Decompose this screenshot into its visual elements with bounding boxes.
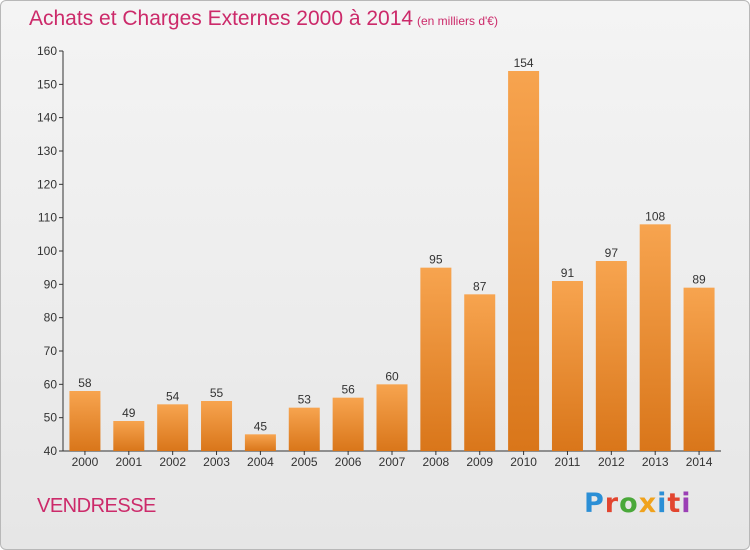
x-tick-label: 2007 — [379, 455, 406, 469]
y-tick-label: 100 — [37, 244, 57, 258]
data-labels: 58 49 54 55 45 53 56 60 95 87 154 91 97 108 89 — [78, 56, 706, 433]
commune-name: VENDRESSE — [37, 495, 156, 517]
x-tick-label: 2008 — [423, 455, 450, 469]
x-tick-label: 2000 — [72, 455, 99, 469]
bar — [420, 267, 452, 451]
x-tick-label: 2005 — [291, 455, 318, 469]
bar — [551, 281, 583, 451]
x-tick-label: 2014 — [686, 455, 713, 469]
bar-value-label: 56 — [341, 383, 355, 397]
bar-value-label: 108 — [645, 209, 665, 223]
y-tick-label: 70 — [44, 344, 58, 358]
x-tick-label: 2006 — [335, 455, 362, 469]
bar-value-label: 154 — [514, 56, 534, 70]
y-tick-label: 110 — [38, 211, 57, 225]
bar-value-label: 97 — [605, 246, 619, 260]
proxiti-logo[interactable]: Proxiti — [584, 488, 692, 524]
bar-value-label: 87 — [473, 279, 487, 293]
x-tick-label: 2003 — [203, 455, 230, 469]
bar-value-label: 91 — [561, 266, 575, 280]
logo-letter: i — [681, 488, 692, 519]
bar-value-label: 55 — [210, 386, 224, 400]
x-tick-label: 2002 — [159, 455, 186, 469]
bar — [244, 434, 276, 451]
logo-letter: i — [657, 488, 668, 519]
chart-subtitle: (en milliers d'€) — [417, 14, 498, 28]
y-tick-label: 130 — [37, 144, 57, 158]
x-tick-label: 2012 — [598, 455, 625, 469]
x-tick-label: 2009 — [466, 455, 493, 469]
bar — [683, 287, 715, 451]
bar — [376, 384, 408, 451]
chart-title: Achats et Charges Externes 2000 à 2014 — [29, 7, 414, 30]
bar — [508, 71, 540, 451]
y-tick-label: 40 — [44, 444, 58, 458]
x-tick-label: 2001 — [115, 455, 142, 469]
y-tick-label: 160 — [37, 44, 57, 58]
logo-letter: P — [584, 488, 605, 519]
logo-letter: t — [667, 488, 682, 519]
bar-value-label: 53 — [298, 393, 312, 407]
bar — [595, 261, 627, 451]
y-tick-label: 90 — [44, 277, 58, 291]
x-tick-label: 2011 — [555, 455, 581, 469]
bar — [464, 294, 496, 451]
bar — [113, 421, 145, 451]
bar-value-label: 58 — [78, 376, 92, 390]
y-tick-label: 140 — [37, 111, 57, 125]
logo-letter: o — [619, 488, 639, 519]
bar — [639, 224, 671, 451]
y-tick-label: 150 — [37, 77, 57, 91]
bar — [69, 391, 101, 451]
bar-value-label: 49 — [122, 406, 136, 420]
y-tick-label: 60 — [44, 377, 58, 391]
bars — [69, 71, 715, 451]
y-tick-label: 80 — [44, 311, 58, 325]
x-tick-label: 2004 — [247, 455, 274, 469]
y-tick-label: 120 — [37, 177, 57, 191]
logo-letter: r — [604, 488, 620, 519]
bar-value-label: 95 — [429, 253, 443, 267]
bar — [201, 401, 233, 451]
bar — [157, 404, 189, 451]
x-tick-label: 2010 — [510, 455, 537, 469]
y-tick-label: 50 — [44, 411, 58, 425]
bar — [288, 407, 320, 451]
bar — [332, 397, 364, 451]
bar-value-label: 89 — [692, 273, 706, 287]
bar-value-label: 54 — [166, 389, 180, 403]
x-tick-label: 2013 — [642, 455, 669, 469]
bar-value-label: 60 — [385, 369, 399, 383]
logo-letter: x — [638, 488, 658, 519]
bar-value-label: 45 — [254, 419, 268, 433]
